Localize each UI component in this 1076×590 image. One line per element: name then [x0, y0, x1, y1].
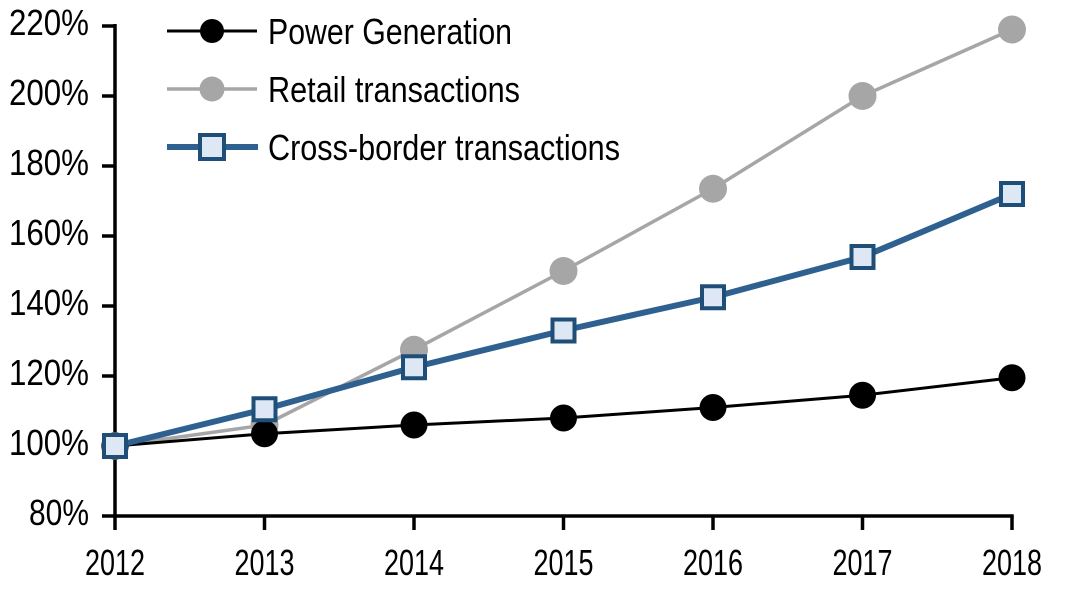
x-tick-label: 2016 [683, 542, 743, 583]
legend-item-power-generation: Power Generation [167, 11, 512, 52]
x-tick-label: 2012 [85, 542, 145, 583]
legend-item-cross-border-transactions: Cross-border transactions [167, 127, 620, 168]
legend-circle-marker-power [200, 19, 224, 43]
marker-retail-transactions-2015 [549, 257, 578, 285]
plot-area [101, 15, 1026, 460]
y-tick-label: 160% [9, 212, 89, 253]
y-tick-label: 140% [9, 282, 89, 323]
legend-label-power: Power Generation [268, 11, 512, 52]
marker-cross-border-transactions-2018 [999, 181, 1025, 207]
y-tick-label: 220% [9, 2, 89, 43]
y-tick-label: 100% [9, 422, 89, 463]
y-tick-label: 80% [29, 492, 89, 533]
legend: Power Generation Retail transactions Cro… [167, 11, 620, 168]
x-tick-label: 2018 [982, 542, 1042, 583]
marker-cross-border-transactions-2012 [102, 433, 128, 459]
marker-retail-transactions-2017 [848, 82, 877, 110]
legend-label-retail: Retail transactions [268, 69, 520, 110]
x-tick-label: 2015 [534, 542, 594, 583]
series-cross-border-transactions [102, 181, 1025, 459]
marker-power-generation-2014 [400, 411, 428, 439]
marker-power-generation-2017 [849, 381, 876, 409]
marker-retail-transactions-2018 [998, 15, 1026, 44]
marker-retail-transactions-2016 [699, 174, 727, 203]
legend-circle-marker-retail [199, 76, 225, 102]
marker-power-generation-2016 [699, 394, 727, 421]
y-tick-label: 200% [9, 72, 89, 113]
y-tick-label: 180% [9, 142, 89, 183]
marker-cross-border-transactions-2017 [849, 244, 876, 270]
axes: 220% 200% 180% 160% 140% 120% 100% 80% 2012 2013 2… [9, 2, 1042, 583]
legend-square-marker-cross-border [198, 133, 226, 161]
marker-cross-border-transactions-2015 [550, 317, 577, 344]
legend-item-retail-transactions: Retail transactions [167, 69, 520, 110]
x-tick-label: 2017 [833, 542, 893, 583]
x-tick-label: 2013 [235, 542, 295, 583]
marker-power-generation-2018 [998, 364, 1026, 392]
series-line-retail-transactions [114, 27, 1013, 448]
y-tick-label: 120% [9, 352, 89, 393]
marker-power-generation-2015 [550, 404, 577, 432]
series-power-generation [101, 364, 1026, 460]
marker-cross-border-transactions-2013 [251, 396, 278, 423]
legend-label-cross-border: Cross-border transactions [268, 127, 620, 168]
marker-cross-border-transactions-2014 [401, 354, 427, 381]
x-tick-label: 2014 [384, 542, 444, 583]
marker-power-generation-2013 [251, 420, 278, 448]
marker-cross-border-transactions-2016 [700, 284, 726, 311]
